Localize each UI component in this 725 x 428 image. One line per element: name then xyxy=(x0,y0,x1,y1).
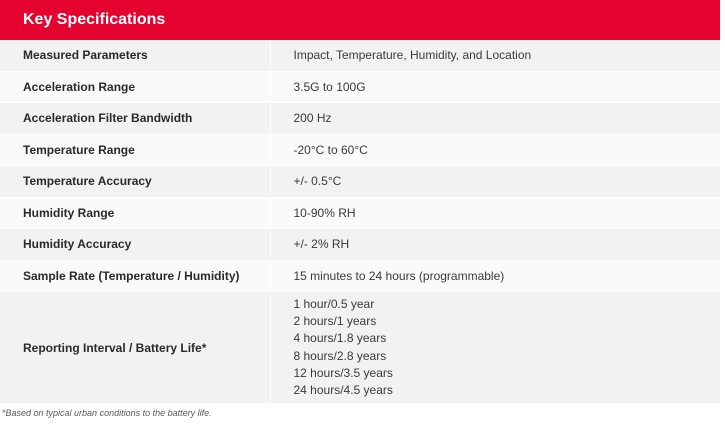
table-row: Acceleration Filter Bandwidth 200 Hz xyxy=(0,102,720,135)
spec-label-measured-parameters: Measured Parameters xyxy=(0,40,271,72)
spec-label-acceleration-range: Acceleration Range xyxy=(0,71,271,103)
spec-value-temperature-range: -20°C to 60°C xyxy=(270,134,720,166)
table-row: Humidity Accuracy +/- 2% RH xyxy=(0,228,720,261)
battery-life-item: 8 hours/2.8 years xyxy=(293,348,387,363)
table-row: Temperature Accuracy +/- 0.5°C xyxy=(0,165,720,198)
spec-label-temperature-accuracy: Temperature Accuracy xyxy=(0,165,271,198)
spec-value-acceleration-range: 3.5G to 100G xyxy=(270,71,720,103)
table-row: Reporting Interval / Battery Life* 1 hou… xyxy=(0,291,721,404)
spec-label-battery-life: Reporting Interval / Battery Life* xyxy=(0,291,271,404)
table-row: Measured Parameters Impact, Temperature,… xyxy=(0,40,720,72)
spec-value-temperature-accuracy: +/- 0.5°C xyxy=(270,165,720,198)
spec-value-filter-bandwidth: 200 Hz xyxy=(270,102,720,135)
spec-label-humidity-accuracy: Humidity Accuracy xyxy=(0,228,271,261)
footnote: *Based on typical urban conditions to th… xyxy=(2,408,212,418)
table-row: Acceleration Range 3.5G to 100G xyxy=(0,71,720,103)
table-row: Humidity Range 10-90% RH xyxy=(0,197,720,229)
spec-label-filter-bandwidth: Acceleration Filter Bandwidth xyxy=(0,102,271,135)
specifications-card: Key Specifications Measured Parameters I… xyxy=(0,0,720,418)
spec-value-battery-life: 1 hour/0.5 year 2 hours/1 years 4 hours/… xyxy=(270,291,721,404)
battery-life-item: 4 hours/1.8 years xyxy=(293,331,387,346)
spec-value-humidity-accuracy: +/- 2% RH xyxy=(270,228,720,261)
spec-value-measured-parameters: Impact, Temperature, Humidity, and Locat… xyxy=(270,40,720,72)
table-row: Sample Rate (Temperature / Humidity) 15 … xyxy=(0,260,720,292)
spec-label-temperature-range: Temperature Range xyxy=(0,134,271,166)
spec-value-humidity-range: 10-90% RH xyxy=(270,197,720,229)
spec-label-humidity-range: Humidity Range xyxy=(0,197,271,229)
spec-label-sample-rate: Sample Rate (Temperature / Humidity) xyxy=(0,260,271,292)
battery-life-list: 1 hour/0.5 year 2 hours/1 years 4 hours/… xyxy=(294,296,721,400)
table-row: Temperature Range -20°C to 60°C xyxy=(0,134,720,166)
spec-value-sample-rate: 15 minutes to 24 hours (programmable) xyxy=(270,260,720,292)
section-title: Key Specifications xyxy=(0,0,720,40)
battery-life-item: 1 hour/0.5 year xyxy=(293,296,375,311)
battery-life-item: 12 hours/3.5 years xyxy=(293,365,393,380)
specifications-table: Measured Parameters Impact, Temperature,… xyxy=(0,40,720,404)
battery-life-item: 2 hours/1 years xyxy=(293,313,377,328)
battery-life-item: 24 hours/4.5 years xyxy=(293,383,393,398)
